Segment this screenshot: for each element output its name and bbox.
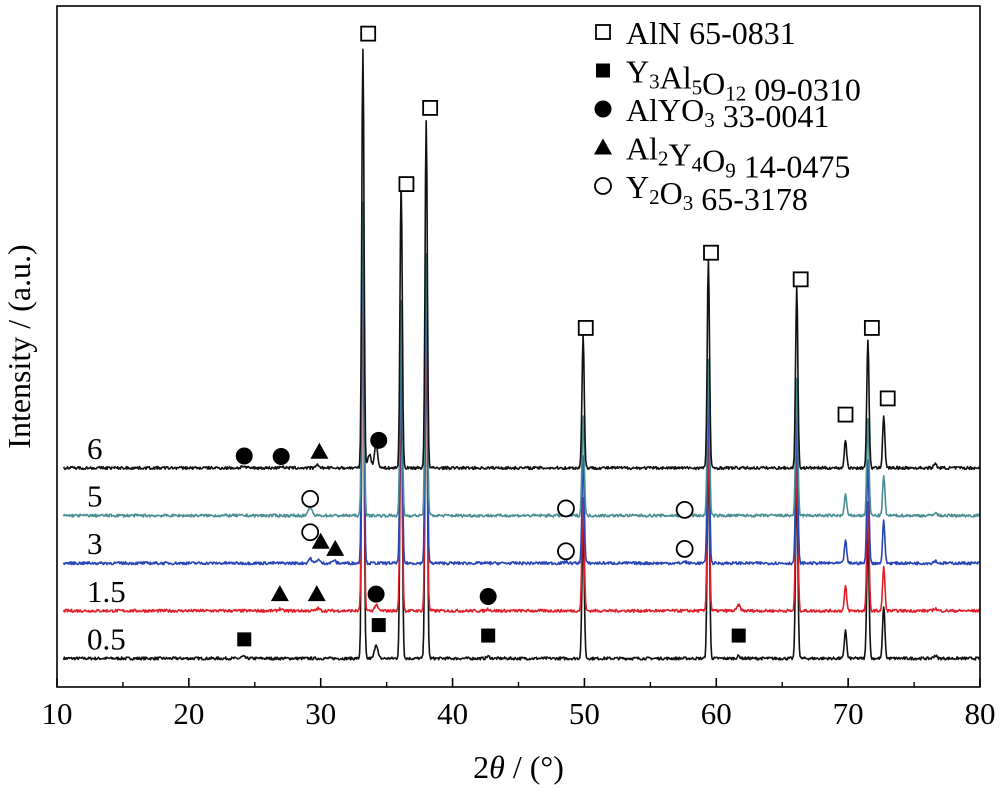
x-axis-label: 2θ / (°) bbox=[473, 749, 564, 785]
open-square-marker bbox=[703, 244, 719, 261]
y-axis-label: Intensity / (a.u.) bbox=[1, 244, 37, 448]
open-square-marker bbox=[398, 176, 415, 193]
series-layer bbox=[62, 48, 981, 661]
sample-label-layer: 0.5 1.5 3 5 6 bbox=[87, 431, 126, 656]
filled-triangle-marker bbox=[270, 585, 289, 602]
filled-circle-marker bbox=[235, 447, 253, 465]
x-tick-label: 50 bbox=[569, 696, 600, 731]
legend-label: Y2O3 65-3178 bbox=[626, 169, 808, 217]
sample-label-5: 5 bbox=[87, 479, 103, 514]
open-square-marker bbox=[863, 320, 880, 336]
filled-triangle-marker bbox=[307, 585, 326, 602]
series-line-0.5 bbox=[62, 238, 981, 661]
filled-square-marker bbox=[371, 618, 386, 633]
filled-circle-marker bbox=[272, 448, 290, 466]
x-tick-label: 30 bbox=[305, 696, 336, 731]
legend-label: Al2Y4O9 14-0475 bbox=[626, 131, 850, 185]
x-tick-label: 20 bbox=[173, 696, 204, 731]
marker-layer bbox=[235, 25, 896, 647]
open-square-marker bbox=[879, 390, 896, 407]
filled-triangle-marker bbox=[311, 532, 330, 549]
x-tick-label: 80 bbox=[965, 696, 996, 731]
open-circle-marker bbox=[557, 499, 575, 518]
legend-label: Y3Al5O12 09-0310 bbox=[626, 54, 861, 108]
series-line-5 bbox=[62, 201, 981, 518]
open-square-marker bbox=[792, 271, 809, 288]
sample-label-1.5: 1.5 bbox=[87, 574, 126, 609]
legend-label: AlN 65-0831 bbox=[626, 15, 796, 51]
open-circle-marker bbox=[301, 523, 320, 542]
filled-square-marker bbox=[731, 628, 746, 643]
open-circle-marker bbox=[675, 539, 694, 558]
filled-circle-marker bbox=[367, 585, 385, 603]
x-axis-ticks: 10 20 30 40 50 60 70 80 bbox=[42, 678, 996, 731]
x-tick-label: 70 bbox=[833, 696, 864, 731]
open-circle-marker bbox=[594, 177, 612, 195]
x-tick-label: 60 bbox=[701, 696, 732, 731]
filled-circle-marker bbox=[479, 588, 497, 606]
series-line-3 bbox=[62, 227, 981, 566]
open-circle-marker bbox=[301, 489, 320, 508]
filled-triangle-marker bbox=[310, 442, 329, 459]
filled-square-marker bbox=[237, 632, 252, 647]
open-square-marker bbox=[837, 406, 854, 423]
x-tick-label: 10 bbox=[42, 696, 73, 731]
sample-label-3: 3 bbox=[87, 526, 103, 561]
filled-triangle-marker bbox=[326, 539, 345, 556]
filled-circle-marker bbox=[370, 431, 388, 449]
open-circle-marker bbox=[675, 500, 694, 519]
sample-label-6: 6 bbox=[87, 431, 103, 466]
filled-circle-marker bbox=[594, 100, 612, 118]
filled-square-marker bbox=[596, 63, 610, 78]
plot-frame bbox=[56, 5, 981, 688]
legend-label: AlYO3 33-0041 bbox=[626, 92, 829, 134]
open-square-marker bbox=[595, 24, 611, 40]
filled-square-marker bbox=[481, 628, 496, 643]
series-line-6 bbox=[62, 48, 981, 471]
filled-triangle-marker bbox=[594, 138, 612, 155]
sample-label-0.5: 0.5 bbox=[87, 621, 126, 656]
series-line-1.5 bbox=[62, 253, 981, 613]
open-square-marker bbox=[360, 25, 377, 42]
open-circle-marker bbox=[557, 542, 575, 561]
open-square-marker bbox=[577, 320, 594, 336]
x-tick-label: 40 bbox=[437, 696, 468, 731]
open-square-marker bbox=[422, 100, 439, 116]
